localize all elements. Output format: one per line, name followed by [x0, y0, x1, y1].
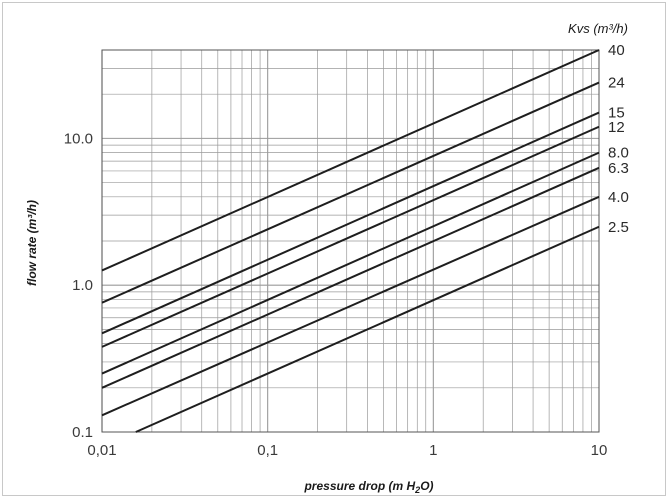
series-line-kvs-2-5: [135, 225, 600, 433]
x-tick-label: 10: [591, 442, 608, 459]
series-line-kvs-12: [101, 125, 600, 348]
y-tick-labels: 0.1 1.0 10.0: [64, 130, 93, 441]
x-tick-label: 0,01: [87, 442, 116, 459]
series-label-kvs-8-0: 8.0: [608, 145, 629, 162]
y-tick-label: 1.0: [72, 277, 93, 294]
x-tick-label: 1: [429, 442, 437, 459]
x-axis-title-main: pressure drop (m H: [303, 479, 415, 493]
series-line-kvs-6-3: [101, 166, 600, 389]
x-axis-title-end: O): [420, 479, 433, 493]
series-label-kvs-15: 15: [608, 105, 625, 122]
series-label-kvs-2-5: 2.5: [608, 219, 629, 236]
series-label-kvs-40: 40: [608, 42, 625, 59]
kvs-legend-title: Kvs (m³/h): [568, 21, 628, 36]
series-label-kvs-4-0: 4.0: [608, 189, 629, 206]
y-axis-title: flow rate (m³/h): [25, 200, 39, 286]
grid-minor: [102, 49, 599, 432]
plot-border: [101, 49, 600, 433]
series-lines: [101, 49, 600, 433]
y-tick-label: 0.1: [72, 424, 93, 441]
x-tick-label: 0,1: [257, 442, 278, 459]
y-tick-label: 10.0: [64, 130, 93, 147]
x-axis-title-subscript: 2: [414, 485, 420, 495]
series-line-kvs-4-0: [101, 195, 600, 417]
series-line-kvs-40: [101, 49, 600, 272]
series-label-kvs-24: 24: [608, 75, 625, 92]
series-label-kvs-6-3: 6.3: [608, 160, 629, 177]
series-label-kvs-12: 12: [608, 119, 625, 136]
series-line-kvs-8-0: [101, 151, 600, 375]
series-line-kvs-15: [101, 111, 600, 335]
chart-frame: 40 24 15 12 8.0 6.3 4.0 2.5 0,01 0,1 1 10 0.1 1.0 10…: [2, 2, 666, 496]
x-axis-title: pressure drop (m H2O): [303, 479, 433, 495]
series-line-kvs-24: [101, 81, 600, 304]
x-tick-labels: 0,01 0,1 1 10: [87, 442, 607, 459]
